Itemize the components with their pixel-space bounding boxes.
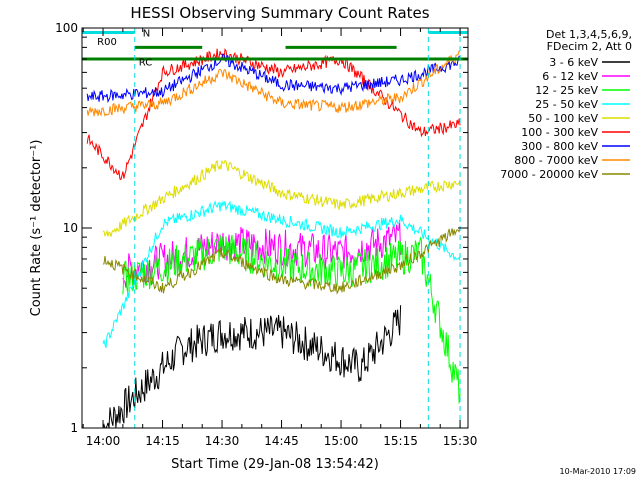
x-tick-label: 14:00 [86,434,121,448]
y-tick-label: 10 [63,221,78,235]
legend-item: 300 - 800 keV [521,140,598,153]
legend-item: 50 - 100 keV [528,112,598,125]
axes: 14:00 14:15 14:30 14:45 15:00 15:15 15:30 1 10 10… [55,21,477,448]
legend-header-1: Det 1,3,4,5,6,9, [546,28,632,41]
series-line [102,199,461,349]
legend-item: 3 - 6 keV [549,56,598,69]
legend-item: 12 - 25 keV [535,84,598,97]
y-tick-label: 100 [55,21,78,35]
legend-item: 100 - 300 keV [521,126,598,139]
flag-label-n: N [143,28,150,39]
plot-frame [81,27,469,429]
plot-lines: R00 N RC [82,28,468,429]
legend-header-2: FDecim 2, Att 0 [547,40,632,53]
x-tick-label: 15:30 [443,434,478,448]
y-axis-label: Count Rate (s⁻¹ detector⁻¹) [29,140,44,317]
series-line [122,235,461,404]
series-line [86,52,461,104]
x-tick-label: 15:00 [324,434,359,448]
legend-item: 25 - 50 keV [535,98,598,111]
date-stamp: 10-Mar-2010 17:09 [560,467,637,476]
x-tick-label: 14:45 [264,434,299,448]
series-line [86,48,461,181]
x-axis-label: Start Time (29-Jan-08 13:54:42) [171,457,379,472]
series-line [86,50,461,117]
series-line [102,159,461,237]
legend-item: 800 - 7000 keV [514,154,598,167]
series-line [102,228,461,295]
y-tick-label: 1 [70,421,78,435]
legend-item: 7000 - 20000 keV [500,168,598,181]
x-tick-label: 15:15 [383,434,418,448]
legend-item: 6 - 12 keV [542,70,598,83]
flag-label-r00: R00 [97,37,117,48]
chart-title: HESSI Observing Summary Count Rates [130,4,429,22]
series-line [102,305,402,429]
x-tick-label: 14:30 [205,434,240,448]
flag-label-rc: RC [139,57,152,68]
x-tick-label: 14:15 [145,434,180,448]
